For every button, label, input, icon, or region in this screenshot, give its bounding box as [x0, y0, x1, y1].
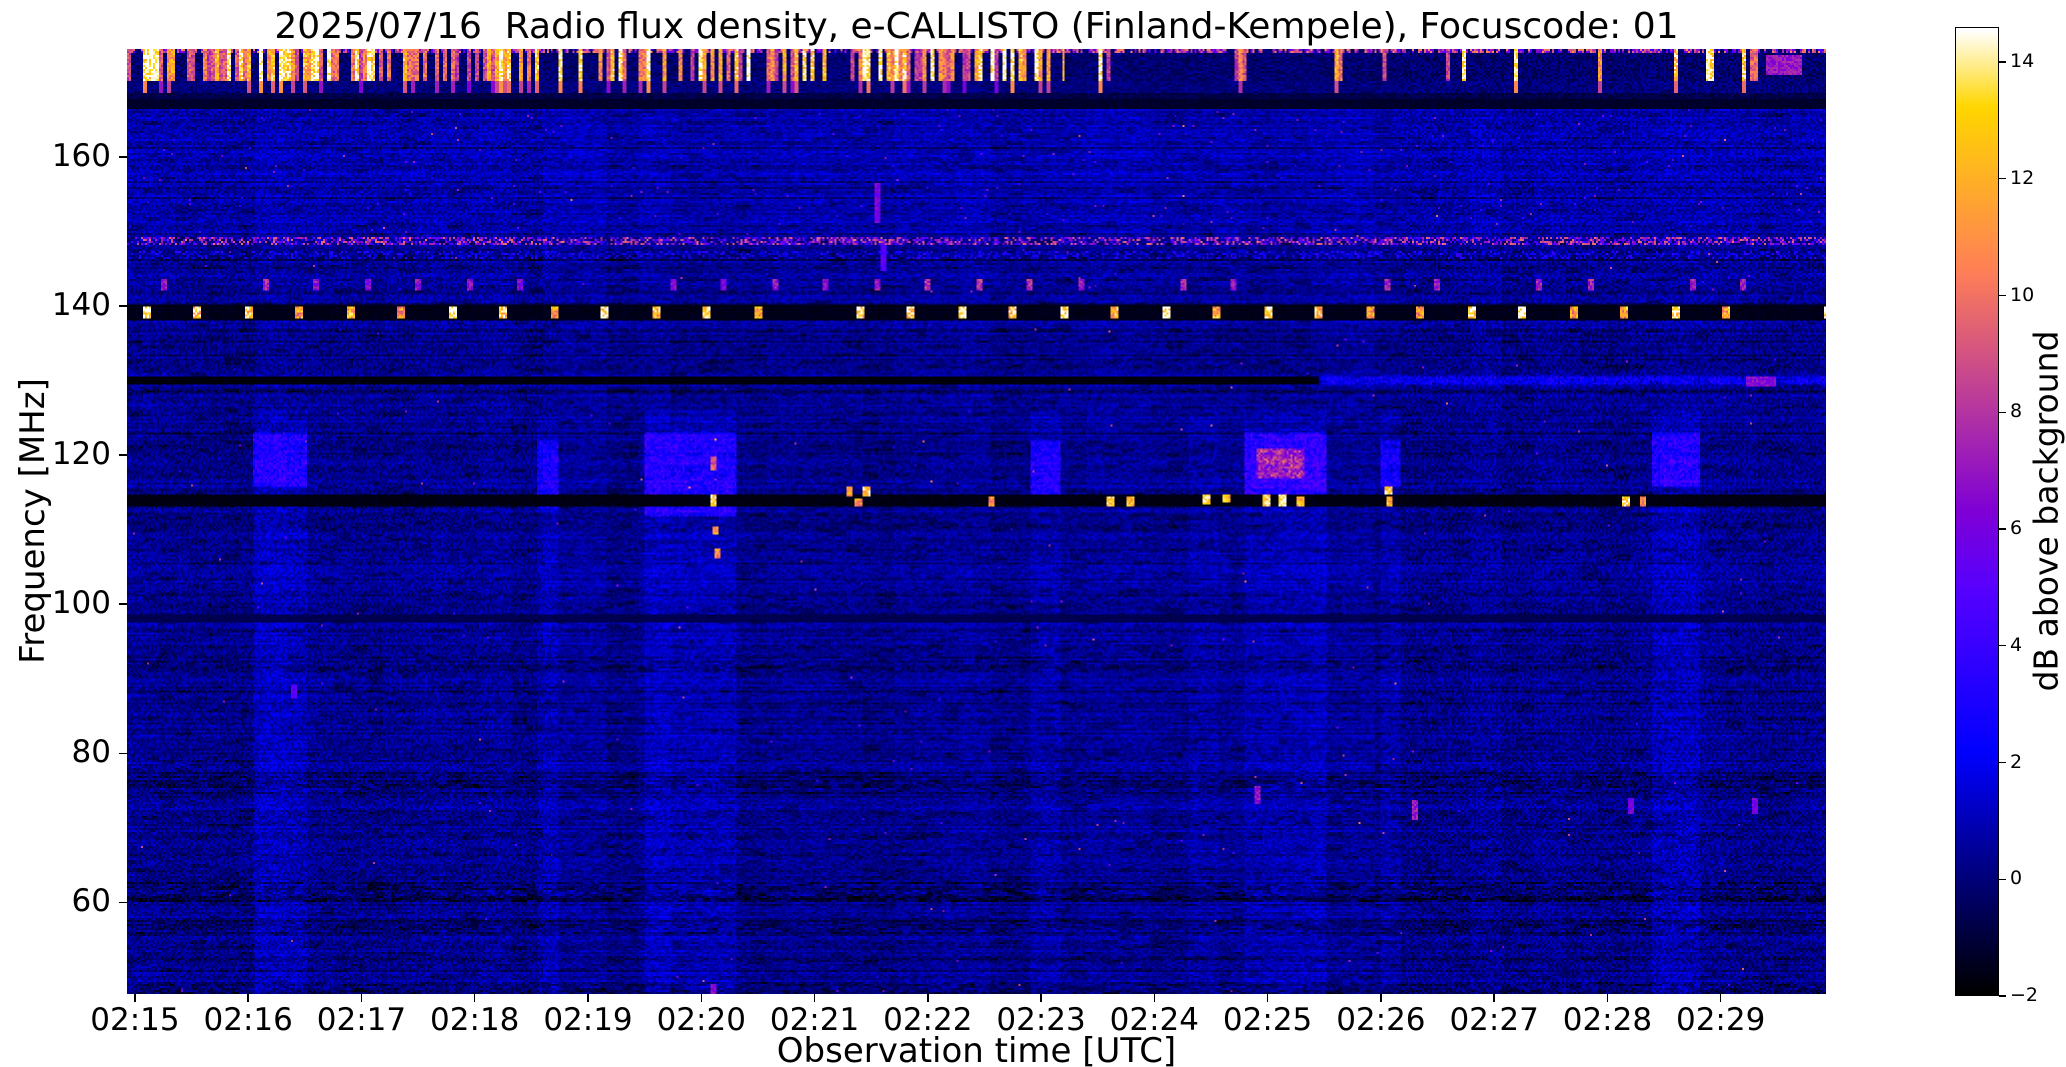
colorbar-tick-mark [1999, 411, 2006, 413]
x-tick-mark [473, 994, 476, 1002]
colorbar-tick-label: 4 [2010, 633, 2023, 656]
x-axis-label: Observation time [UTC] [776, 1031, 1177, 1067]
x-tick-mark [1266, 994, 1269, 1002]
x-tick-mark [1606, 994, 1609, 1002]
y-tick-label: 140 [51, 287, 111, 324]
x-tick-label: 02:16 [203, 1002, 293, 1038]
y-tick-mark [119, 156, 127, 158]
x-tick-label: 02:18 [430, 1002, 520, 1038]
x-tick-label: 02:29 [1675, 1002, 1766, 1038]
x-tick-mark [813, 994, 816, 1002]
x-tick-mark [1493, 994, 1495, 1002]
x-tick-mark [700, 994, 702, 1002]
colorbar-tick-mark [1999, 294, 2006, 297]
y-tick-label: 100 [51, 585, 111, 622]
colorbar [1955, 27, 1999, 996]
colorbar-tick-label: 8 [2010, 400, 2023, 423]
plot-area [127, 49, 1826, 994]
colorbar-tick-mark [1999, 995, 2006, 997]
colorbar-tick-label: 0 [2010, 867, 2023, 890]
x-tick-mark [1719, 994, 1722, 1002]
y-tick-label: 60 [71, 883, 111, 920]
x-tick-label: 02:20 [656, 1002, 746, 1038]
colorbar-tick-label: 14 [2010, 50, 2035, 73]
x-tick-mark [1153, 994, 1156, 1002]
x-tick-label: 02:25 [1222, 1002, 1313, 1038]
y-tick-mark [119, 603, 127, 605]
colorbar-tick-label: 10 [2010, 283, 2035, 306]
colorbar-tick-label: 2 [2010, 750, 2023, 773]
x-tick-label: 02:17 [316, 1002, 407, 1038]
y-tick-mark [119, 305, 127, 307]
x-tick-mark [247, 994, 249, 1002]
x-tick-label: 02:15 [90, 1002, 180, 1038]
colorbar-gradient [1956, 28, 1998, 995]
y-tick-mark [119, 752, 127, 755]
colorbar-tick-mark [1999, 178, 2006, 180]
y-tick-mark [119, 454, 127, 456]
spectrogram-heatmap [127, 49, 1826, 994]
x-tick-label: 02:27 [1449, 1002, 1539, 1038]
colorbar-tick-mark [1999, 645, 2006, 647]
y-tick-label: 160 [51, 138, 111, 175]
x-tick-label: 02:22 [883, 1002, 973, 1038]
x-tick-label: 02:26 [1336, 1002, 1426, 1038]
colorbar-tick-mark [1999, 878, 2006, 880]
y-tick-mark [119, 901, 127, 904]
colorbar-tick-mark [1999, 761, 2006, 764]
x-tick-mark [587, 994, 589, 1002]
colorbar-tick-label: −2 [2010, 984, 2039, 1006]
x-tick-label: 02:28 [1562, 1002, 1653, 1038]
y-tick-label: 120 [51, 436, 111, 473]
chart-title: 2025/07/16 Radio flux density, e-CALLIST… [274, 6, 1679, 47]
x-tick-label: 02:23 [996, 1002, 1086, 1038]
x-tick-mark [134, 994, 136, 1002]
colorbar-tick-label: 6 [2010, 517, 2023, 539]
y-tick-label: 80 [71, 734, 111, 771]
x-tick-label: 02:21 [769, 1002, 860, 1038]
colorbar-tick-label: 12 [2010, 166, 2035, 189]
x-tick-mark [1040, 994, 1042, 1002]
colorbar-tick-mark [1999, 61, 2006, 63]
x-tick-label: 02:19 [543, 1002, 633, 1038]
x-tick-mark [927, 994, 929, 1002]
x-tick-label: 02:24 [1109, 1002, 1199, 1038]
x-tick-mark [360, 994, 363, 1002]
x-tick-mark [1380, 994, 1382, 1002]
colorbar-tick-mark [1999, 528, 2006, 530]
